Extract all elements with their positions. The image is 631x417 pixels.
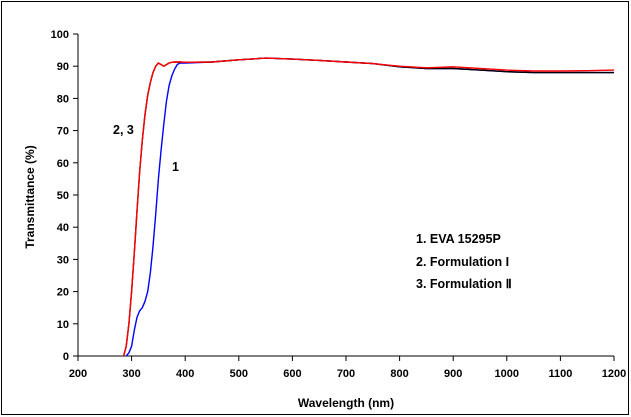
y-tick-label: 30 bbox=[57, 254, 69, 266]
series-line bbox=[122, 57, 614, 357]
y-tick-label: 100 bbox=[51, 29, 69, 41]
curve-label: 1 bbox=[172, 160, 179, 174]
y-tick-label: 70 bbox=[57, 126, 69, 138]
y-tick-label: 40 bbox=[57, 222, 69, 234]
annotations: 2, 3 1 bbox=[113, 123, 179, 174]
y-tick-label: 10 bbox=[57, 319, 69, 331]
legend: 1. EVA 15295P 2. Formulation I 3. Formul… bbox=[416, 232, 512, 291]
series-line bbox=[122, 57, 615, 357]
y-tick-label: 20 bbox=[57, 287, 69, 299]
x-tick-label: 500 bbox=[230, 368, 248, 380]
legend-entry: 2. Formulation I bbox=[416, 255, 509, 269]
x-tick-label: 1000 bbox=[495, 368, 519, 380]
x-ticks: 200 300 400 500 600 700 800 900 1000 1100 1200 bbox=[69, 356, 626, 380]
x-tick-label: 300 bbox=[122, 368, 140, 380]
axes bbox=[77, 34, 614, 357]
series-line bbox=[125, 57, 614, 357]
y-ticks: 0 10 20 30 40 50 60 70 80 90 100 bbox=[51, 29, 78, 363]
x-tick-label: 700 bbox=[337, 368, 355, 380]
series-lines bbox=[122, 57, 615, 357]
x-axis-title: Wavelength (nm) bbox=[298, 396, 394, 410]
y-tick-label: 50 bbox=[57, 190, 69, 202]
y-tick-label: 60 bbox=[57, 158, 69, 170]
y-tick-label: 80 bbox=[57, 93, 69, 105]
x-tick-label: 1100 bbox=[548, 368, 572, 380]
x-tick-label: 600 bbox=[283, 368, 301, 380]
x-tick-label: 800 bbox=[390, 368, 408, 380]
legend-entry: 1. EVA 15295P bbox=[416, 232, 501, 246]
x-tick-label: 1200 bbox=[602, 368, 626, 380]
x-tick-label: 900 bbox=[444, 368, 462, 380]
legend-entry: 3. Formulation Ⅱ bbox=[416, 277, 512, 291]
x-tick-label: 200 bbox=[69, 368, 87, 380]
y-axis-title: Transmittance (%) bbox=[23, 145, 37, 248]
curve-label: 2, 3 bbox=[113, 123, 134, 137]
y-tick-label: 0 bbox=[63, 351, 69, 363]
y-tick-label: 90 bbox=[57, 61, 69, 73]
x-tick-label: 400 bbox=[176, 368, 194, 380]
